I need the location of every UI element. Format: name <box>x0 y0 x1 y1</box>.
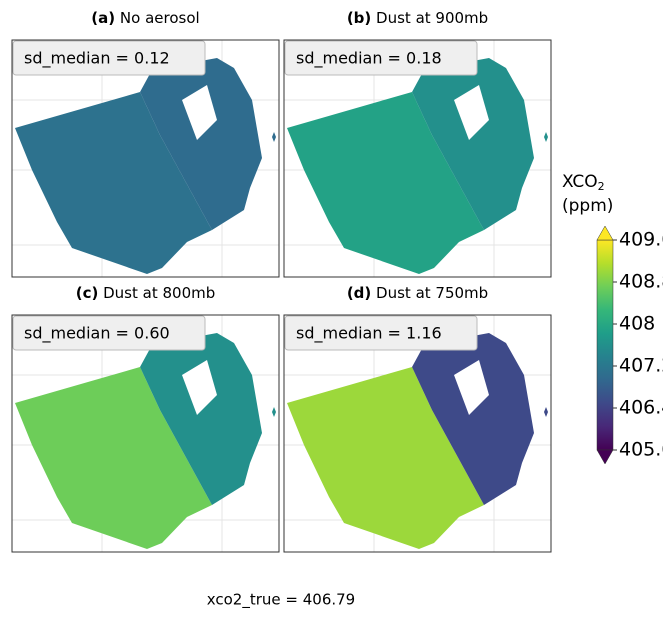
colorbar-tick-label: 407.2 <box>619 355 663 377</box>
panel-frame <box>283 39 552 278</box>
swath-east <box>412 333 534 505</box>
panel-title: (c) Dust at 800mb <box>76 284 216 302</box>
swath-holes <box>182 360 217 415</box>
panel-frame <box>283 314 552 553</box>
colorbar-label-sub: 2 <box>598 180 605 193</box>
swath-dot <box>544 407 548 417</box>
panel-label: (b) <box>347 9 371 27</box>
stat-box <box>12 315 206 351</box>
panel-label: (d) <box>347 284 371 302</box>
colorbar-tick-label: 405.6 <box>619 439 663 461</box>
colorbar-label: XCO2 <box>562 172 605 193</box>
stat-label: sd_median = 0.12 <box>24 49 170 69</box>
swath-holes <box>454 85 489 140</box>
swath-west <box>287 92 484 274</box>
panel-frame <box>11 314 280 553</box>
colorbar-units: (ppm) <box>562 196 613 216</box>
panel-title: (a) No aerosol <box>91 9 199 27</box>
stat-box <box>12 40 206 76</box>
colorbar-label-text: XCO <box>562 172 598 192</box>
panel-title: (d) Dust at 750mb <box>347 284 488 302</box>
colorbar-tick-label: 408 <box>619 313 655 335</box>
panel-title-text: Dust at 800mb <box>103 284 215 302</box>
swath-east <box>412 58 534 230</box>
stat-label: sd_median = 0.18 <box>296 49 442 69</box>
swath-west <box>287 367 484 549</box>
panel-label: (a) <box>91 9 115 27</box>
swath-holes <box>182 85 217 140</box>
stat-box <box>284 315 478 351</box>
swath-east <box>140 58 262 230</box>
colorbar-extend-bottom <box>596 449 614 465</box>
swath-east <box>140 333 262 505</box>
panel-title-text: Dust at 750mb <box>376 284 488 302</box>
swath-dot <box>544 132 548 142</box>
swath-west <box>15 367 212 549</box>
panel-frame <box>11 39 280 278</box>
panel-title: (b) Dust at 900mb <box>347 9 488 27</box>
colorbar-tick-label: 409.6 <box>619 229 663 251</box>
stat-label: sd_median = 0.60 <box>24 324 170 344</box>
colorbar-tick-label: 406.4 <box>619 397 663 419</box>
swath-dot <box>272 407 276 417</box>
colorbar-tick-label: 408.8 <box>619 271 663 293</box>
panel-title-text: Dust at 900mb <box>376 9 488 27</box>
swath-holes <box>454 360 489 415</box>
colorbar <box>596 239 614 451</box>
swath-west <box>15 92 212 274</box>
stat-box <box>284 40 478 76</box>
colorbar-extend-top <box>596 225 614 241</box>
swath-dot <box>272 132 276 142</box>
panel-label: (c) <box>76 284 99 302</box>
caption: xco2_true = 406.79 <box>207 591 355 610</box>
panel-title-text: No aerosol <box>120 9 200 27</box>
stat-label: sd_median = 1.16 <box>296 324 442 344</box>
